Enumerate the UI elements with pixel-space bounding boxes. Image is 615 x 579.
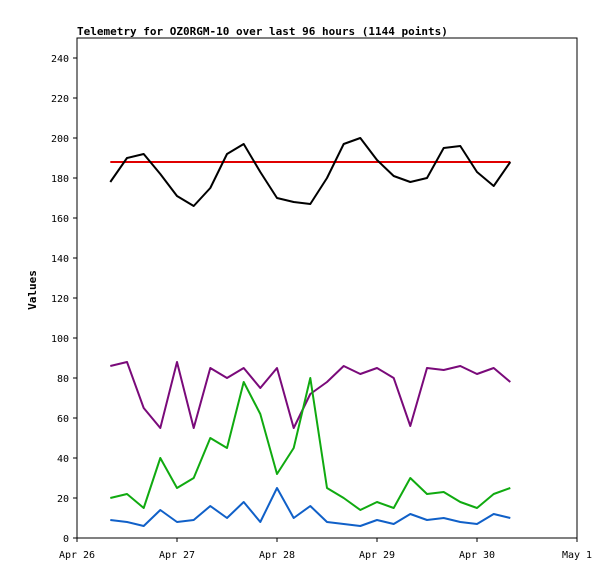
- y-tick-label: 140: [51, 254, 69, 265]
- x-tick-label: Apr 26: [59, 550, 95, 561]
- y-tick-label: 100: [51, 334, 69, 345]
- x-tick-label: May 1: [562, 550, 592, 561]
- y-tick-label: 60: [57, 414, 69, 425]
- series-line-1: [109, 137, 512, 207]
- y-tick-label: 0: [63, 534, 69, 545]
- y-tick-label: 120: [51, 294, 69, 305]
- x-tick-label: Apr 30: [459, 550, 495, 561]
- y-tick-label: 40: [57, 454, 69, 465]
- y-tick-label: 180: [51, 174, 69, 185]
- y-axis-label: Values: [26, 270, 39, 310]
- series-layer: [109, 137, 512, 527]
- y-tick-label: 200: [51, 134, 69, 145]
- y-tick-label: 80: [57, 374, 69, 385]
- x-tick-label: Apr 29: [359, 550, 395, 561]
- series-line-2: [110, 361, 511, 429]
- chart-title: Telemetry for OZ0RGM-10 over last 96 hou…: [77, 25, 448, 38]
- y-tick-label: 240: [51, 54, 69, 65]
- y-tick-label: 160: [51, 214, 69, 225]
- y-tick-label: 220: [51, 94, 69, 105]
- plot-area: [76, 37, 578, 539]
- x-tick-label: Apr 28: [259, 550, 295, 561]
- series-line-3: [110, 377, 511, 511]
- series-line-4: [110, 487, 511, 527]
- x-axis: Apr 26 Apr 27 Apr 28 Apr 29 Apr 30 May 1: [59, 538, 592, 561]
- x-tick-label: Apr 27: [159, 550, 195, 561]
- y-axis: 0 20 40 60 80 100 120 140 160 180 200 220 240: [51, 54, 77, 545]
- y-tick-label: 20: [57, 494, 69, 505]
